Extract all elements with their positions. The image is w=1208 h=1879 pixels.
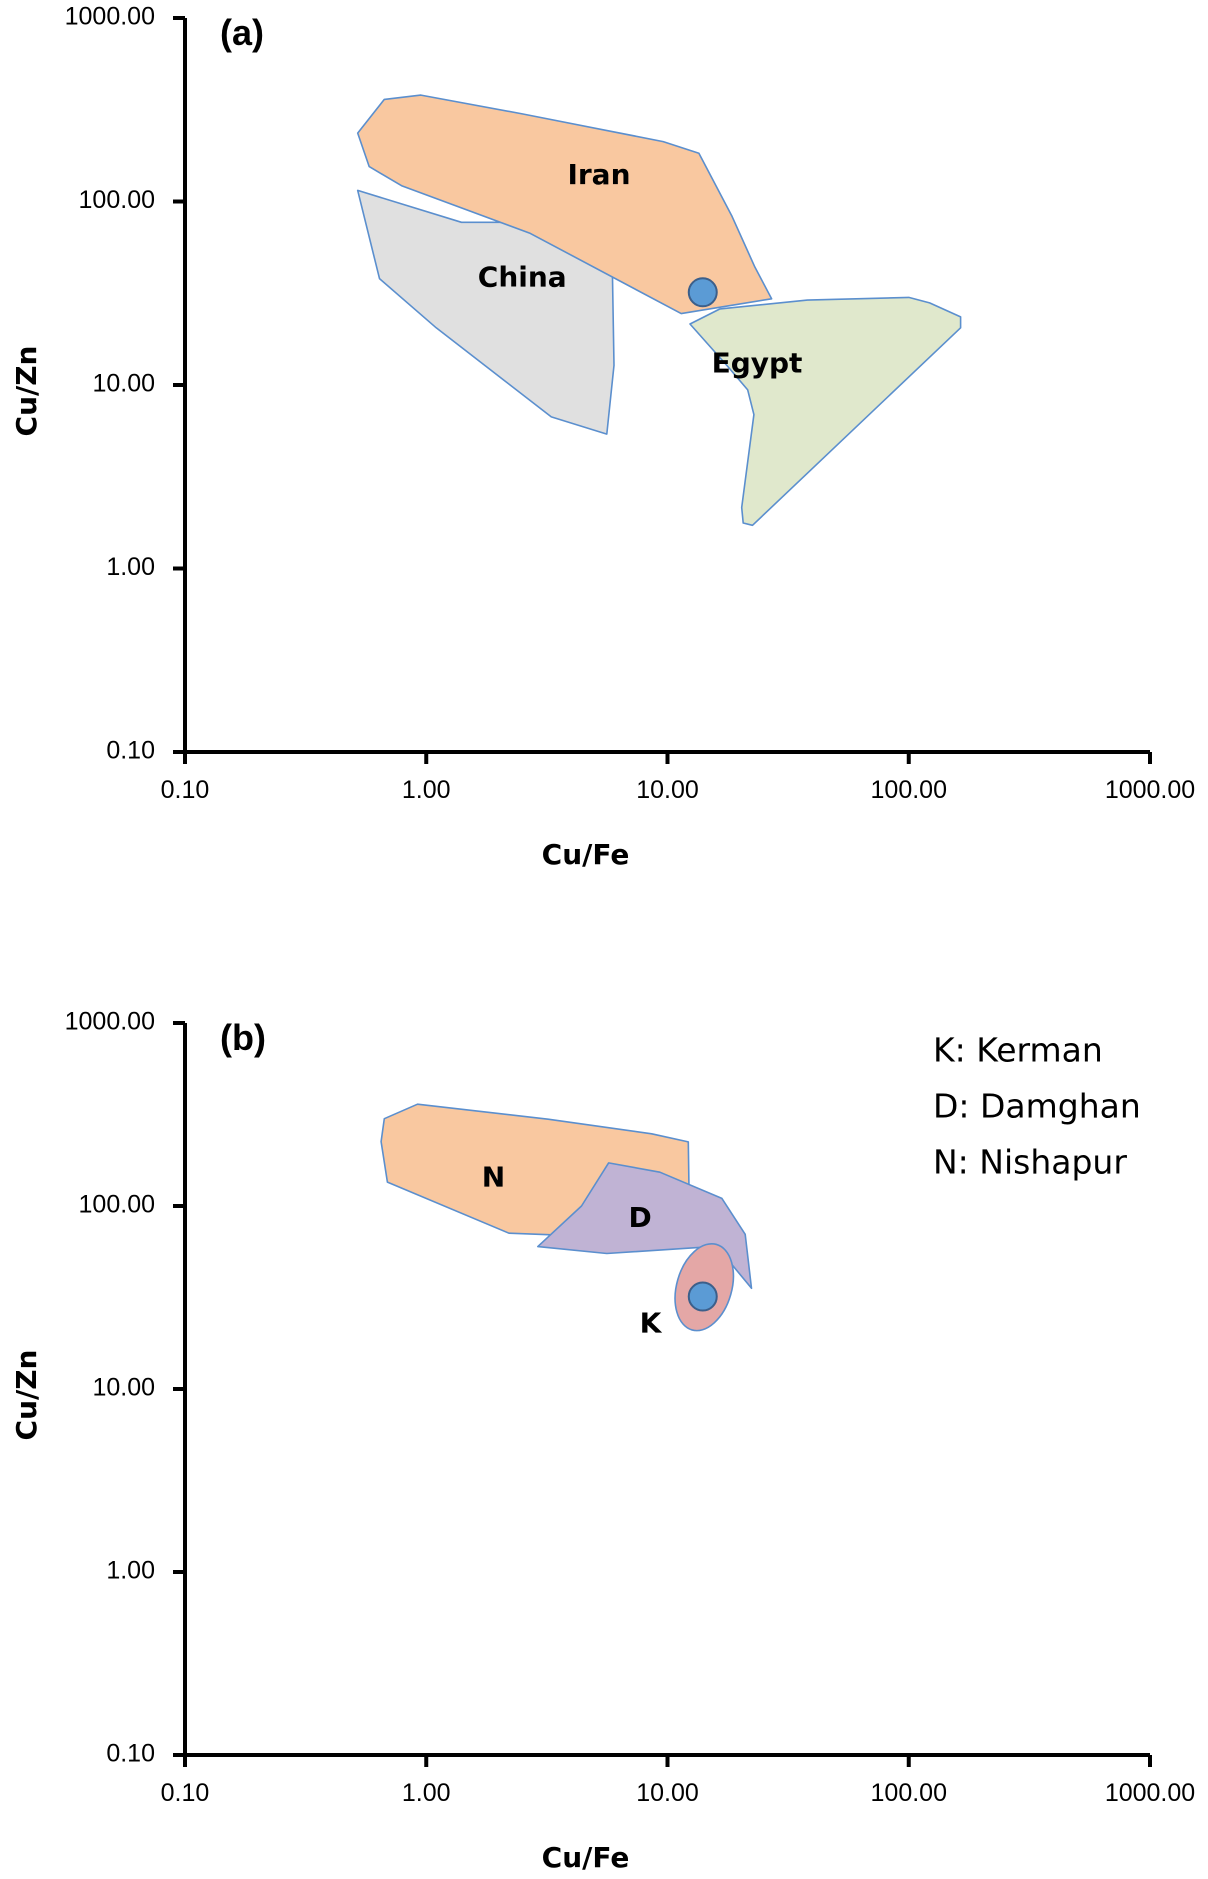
x-tick-label: 1000.00 bbox=[1105, 776, 1195, 804]
legend-item: N: Nishapur bbox=[933, 1143, 1127, 1182]
x-tick-label: 1.00 bbox=[402, 1779, 451, 1807]
y-axis-title: Cu/Zn bbox=[10, 346, 43, 437]
region-d bbox=[536, 1162, 753, 1290]
y-tick-label: 1000.00 bbox=[65, 1008, 155, 1036]
panel-a: China Iran Egypt 0.10 1.00 10.00 100.00 1000.00… bbox=[10, 3, 1195, 871]
legend-item: K: Kerman bbox=[933, 1031, 1103, 1070]
x-tick-label: 10.00 bbox=[636, 1779, 699, 1807]
region-label-iran: Iran bbox=[567, 158, 630, 191]
y-tick-label: 1.00 bbox=[106, 1557, 155, 1585]
y-tick-label: 10.00 bbox=[92, 370, 155, 398]
x-axis-title: Cu/Fe bbox=[542, 1841, 630, 1874]
panel-b: N D K 0.10 1.00 10.00 100.00 1000.00 0.10 1.00 10.… bbox=[10, 1008, 1195, 1874]
sample-point bbox=[687, 277, 718, 308]
panel-label: (b) bbox=[220, 1017, 266, 1058]
y-tick-label: 100.00 bbox=[79, 186, 155, 214]
y-tick-label: 1.00 bbox=[106, 553, 155, 581]
panel-label: (a) bbox=[220, 12, 264, 53]
sample-point bbox=[687, 1281, 718, 1312]
y-tick-label: 0.10 bbox=[106, 1740, 155, 1768]
region-label-china: China bbox=[478, 261, 567, 294]
x-tick-label: 0.10 bbox=[161, 776, 210, 804]
x-tick-label: 100.00 bbox=[871, 1779, 947, 1807]
x-tick-label: 10.00 bbox=[636, 776, 699, 804]
region-label-egypt: Egypt bbox=[712, 347, 803, 380]
y-tick-label: 1000.00 bbox=[65, 3, 155, 31]
region-egypt bbox=[689, 296, 962, 527]
y-tick-label: 100.00 bbox=[79, 1191, 155, 1219]
region-label-n: N bbox=[482, 1161, 505, 1194]
y-tick-label: 0.10 bbox=[106, 737, 155, 765]
y-tick-label: 10.00 bbox=[92, 1374, 155, 1402]
x-axis-title: Cu/Fe bbox=[542, 838, 630, 871]
x-tick-label: 1000.00 bbox=[1105, 1779, 1195, 1807]
legend-item: D: Damghan bbox=[933, 1087, 1141, 1126]
x-tick-label: 0.10 bbox=[161, 1779, 210, 1807]
x-tick-label: 1.00 bbox=[402, 776, 451, 804]
y-axis-title: Cu/Zn bbox=[10, 1350, 43, 1441]
x-tick-label: 100.00 bbox=[871, 776, 947, 804]
region-label-d: D bbox=[628, 1201, 651, 1234]
region-label-k: K bbox=[640, 1307, 663, 1340]
region-iran bbox=[356, 94, 773, 315]
